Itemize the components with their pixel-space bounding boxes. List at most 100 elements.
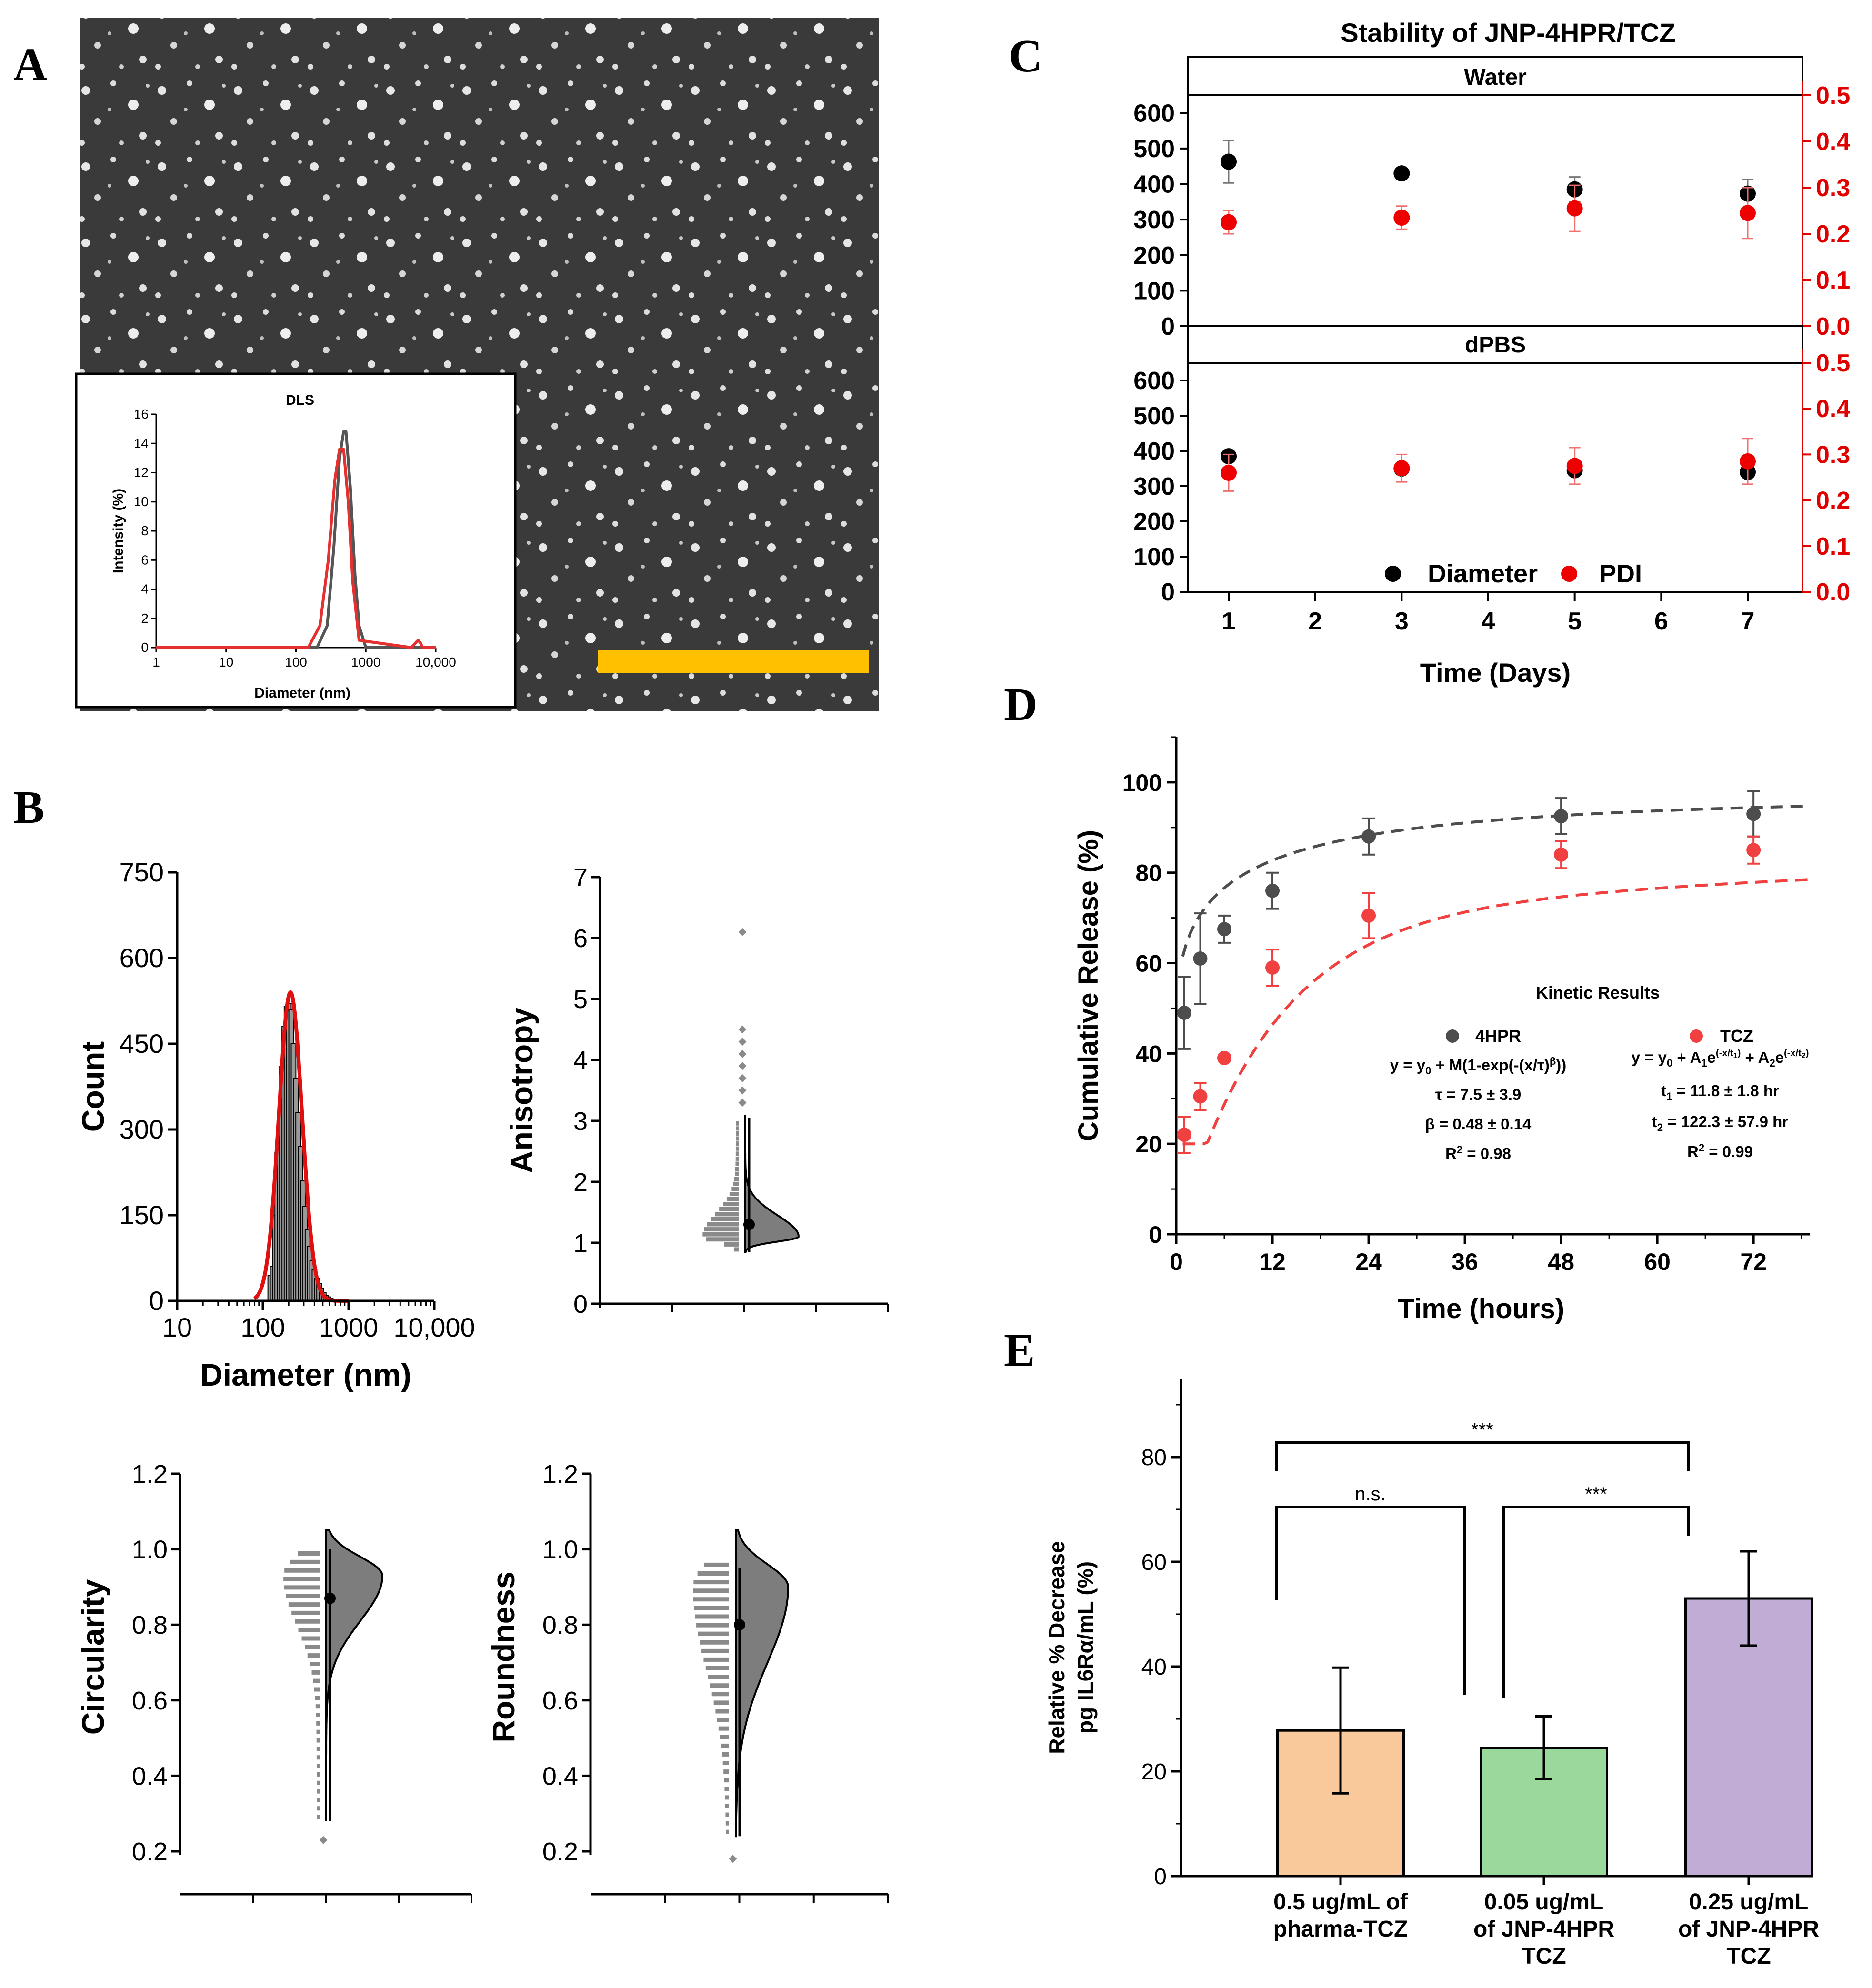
sig-0-2-label: *** bbox=[1471, 1419, 1493, 1440]
count-x-tick-label: 10,000 bbox=[393, 1312, 475, 1342]
count-x-tick-label: 100 bbox=[240, 1312, 285, 1342]
c-left-tick-label: 600 bbox=[1133, 100, 1175, 127]
facet-name: dPBS bbox=[1465, 332, 1526, 358]
d-x-label: Time (hours) bbox=[1398, 1293, 1564, 1324]
d-point-4HPR bbox=[1193, 951, 1208, 966]
c-left-tick-label: 500 bbox=[1133, 135, 1175, 163]
eq-sup: ) bbox=[1806, 1048, 1809, 1059]
eq-part: = 11.8 ± 1.8 hr bbox=[1672, 1082, 1779, 1099]
rain-y-tick-label: 0.2 bbox=[132, 1838, 168, 1866]
eq-sub: 1 bbox=[1701, 1057, 1707, 1069]
c-right-tick-label: 0.0 bbox=[1816, 313, 1850, 340]
e-y-tick-label: 0 bbox=[1154, 1864, 1167, 1889]
c-right-tick-label: 0.1 bbox=[1816, 533, 1850, 560]
c-title: Stability of JNP-4HPR/TCZ bbox=[1341, 18, 1675, 48]
e-y-tick-label: 20 bbox=[1141, 1759, 1167, 1785]
c-left-tick-label: 400 bbox=[1133, 438, 1175, 465]
dls-y-tick-label: 10 bbox=[134, 494, 149, 509]
e-y-tick-label: 40 bbox=[1141, 1655, 1167, 1680]
c-left-tick-label: 600 bbox=[1133, 367, 1175, 395]
rain-y-tick-label: 5 bbox=[573, 985, 588, 1014]
d-x-tick-label: 12 bbox=[1259, 1249, 1286, 1275]
c-right-tick-label: 0.4 bbox=[1816, 395, 1850, 423]
eq-sup: 2 bbox=[1802, 1052, 1806, 1060]
d-point-TCZ bbox=[1554, 847, 1569, 862]
eq-sub: 0 bbox=[1667, 1057, 1672, 1069]
mean-point bbox=[324, 1592, 336, 1604]
kinetic-4hpr-equation: y = y0 + M(1-exp(-(x/τ)β)) bbox=[1390, 1055, 1567, 1077]
d-x-tick-label: 72 bbox=[1740, 1249, 1767, 1275]
count-y-tick-label: 450 bbox=[120, 1029, 164, 1059]
d-point-TCZ bbox=[1193, 1089, 1208, 1104]
pdi-point bbox=[1566, 458, 1583, 474]
rain-y-label: Anisotropy bbox=[504, 1008, 539, 1174]
c-left-tick-label: 200 bbox=[1133, 242, 1175, 270]
e-category-label: of JNP-4HPR bbox=[1678, 1917, 1819, 1942]
eq-part: R bbox=[1445, 1145, 1457, 1162]
kinetic-tcz-t2: t2 = 122.3 ± 57.9 hr bbox=[1652, 1113, 1788, 1133]
c-left-tick-label: 0 bbox=[1161, 313, 1175, 340]
rain-y-tick-label: 7 bbox=[573, 863, 588, 892]
eq-sub: 0 bbox=[1425, 1065, 1431, 1077]
count-x-tick-label: 1000 bbox=[319, 1312, 379, 1342]
d-point-TCZ bbox=[1361, 908, 1376, 923]
eq-part: + A bbox=[1672, 1049, 1701, 1066]
rain-y-tick-label: 0.8 bbox=[132, 1611, 168, 1639]
d-y-tick-label: 40 bbox=[1135, 1040, 1162, 1067]
e-category-label: 0.05 ug/mL bbox=[1484, 1889, 1604, 1915]
eq-sub: 1 bbox=[1666, 1090, 1672, 1102]
dls-series-1 bbox=[156, 430, 436, 649]
eq-part: = 0.99 bbox=[1704, 1143, 1753, 1160]
legend-pdi-label: PDI bbox=[1599, 559, 1642, 588]
rain-y-tick-label: 1.0 bbox=[542, 1536, 578, 1564]
eq-part: = 122.3 ± 57.9 hr bbox=[1663, 1113, 1788, 1130]
pdi-point bbox=[1740, 205, 1756, 221]
d-y-tick-label: 80 bbox=[1135, 860, 1162, 887]
dls-y-tick-label: 4 bbox=[141, 582, 149, 597]
eq-part: + A bbox=[1741, 1049, 1769, 1066]
count-y-tick-label: 150 bbox=[120, 1200, 164, 1230]
e-y-tick-label: 60 bbox=[1141, 1550, 1167, 1575]
d-x-tick-label: 36 bbox=[1452, 1249, 1478, 1275]
dls-title: DLS bbox=[286, 392, 314, 408]
e-category-label: of JNP-4HPR bbox=[1473, 1917, 1614, 1942]
c-left-tick-label: 300 bbox=[1133, 206, 1175, 234]
count-y-tick-label: 600 bbox=[120, 943, 164, 973]
count-y-label: Count bbox=[75, 1041, 110, 1132]
c-x-tick-label: 4 bbox=[1482, 608, 1495, 635]
d-point-TCZ bbox=[1746, 843, 1761, 858]
outlier-point bbox=[729, 1855, 737, 1863]
kinetic-4hpr-beta: β = 0.48 ± 0.14 bbox=[1425, 1115, 1532, 1133]
panel-label-d: D bbox=[1004, 679, 1038, 730]
e-category-label: TCZ bbox=[1522, 1944, 1566, 1969]
count-x-label: Diameter (nm) bbox=[200, 1357, 411, 1392]
c-left-tick-label: 400 bbox=[1133, 171, 1175, 199]
eq-part: y = y bbox=[1632, 1049, 1667, 1066]
eq-sub: 2 bbox=[1657, 1121, 1663, 1133]
kinetic-tcz-marker bbox=[1690, 1029, 1703, 1043]
dls-y-tick-label: 6 bbox=[141, 552, 149, 567]
eq-part: = 0.98 bbox=[1462, 1145, 1511, 1162]
dls-xlabel: Diameter (nm) bbox=[254, 685, 350, 701]
dls-y-tick-label: 16 bbox=[134, 407, 149, 421]
d-point-4HPR bbox=[1265, 883, 1280, 898]
mean-point bbox=[734, 1619, 745, 1631]
count-x-tick-label: 10 bbox=[162, 1312, 192, 1342]
half-violin bbox=[744, 1115, 800, 1253]
count-y-tick-label: 0 bbox=[149, 1286, 164, 1316]
rain-y-tick-label: 1.2 bbox=[132, 1460, 168, 1489]
dls-y-tick-label: 14 bbox=[134, 436, 149, 450]
c-left-tick-label: 100 bbox=[1133, 543, 1175, 571]
dls-y-tick-label: 0 bbox=[141, 640, 149, 655]
kinetic-4hpr-marker bbox=[1446, 1029, 1459, 1043]
facet-frame bbox=[1187, 56, 1803, 327]
d-point-4HPR bbox=[1361, 829, 1376, 844]
c-left-tick-label: 500 bbox=[1133, 402, 1175, 430]
c-x-tick-label: 1 bbox=[1222, 608, 1236, 635]
dls-y-tick-label: 12 bbox=[134, 465, 149, 480]
c-left-tick-label: 100 bbox=[1133, 277, 1175, 305]
eq-sup: 2 bbox=[1457, 1144, 1462, 1156]
dls-series-2 bbox=[156, 448, 436, 649]
mean-point bbox=[743, 1219, 755, 1230]
